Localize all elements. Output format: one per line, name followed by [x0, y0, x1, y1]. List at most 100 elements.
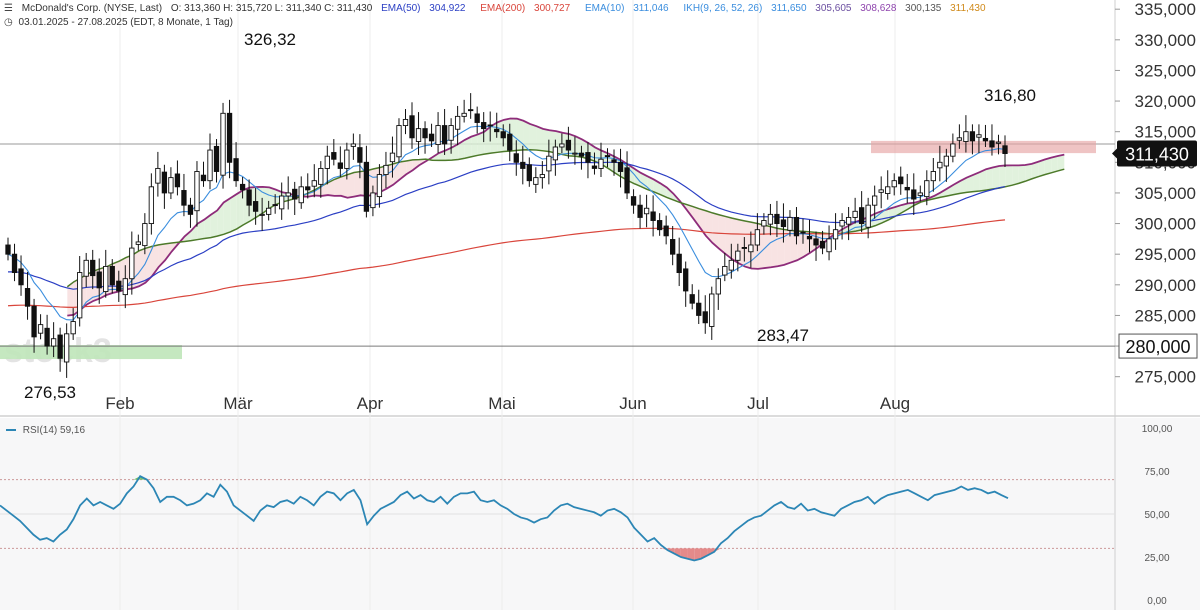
candle [520, 161, 526, 169]
price-annotation: 276,53 [24, 383, 76, 402]
candle [819, 240, 826, 249]
ichimoku-cloud-segment [992, 166, 1000, 190]
candle [832, 229, 839, 240]
ichimoku-cloud-segment [477, 131, 485, 156]
resistance-zone [871, 140, 1096, 154]
ichimoku-cloud-segment [484, 126, 491, 155]
ichimoku-cloud-segment [1051, 155, 1058, 173]
candle [226, 112, 233, 163]
candle [748, 244, 754, 253]
candle [982, 137, 989, 142]
price-annotation: 326,32 [244, 30, 296, 49]
candle [702, 311, 708, 324]
y-tick-label: 285,000 [1135, 306, 1196, 325]
rsi-y-tick-label: 75,00 [1144, 467, 1169, 478]
y-tick-label: 305,000 [1135, 184, 1196, 203]
candle [793, 216, 800, 237]
ema10-legend: EMA(10) 311,046 [584, 3, 669, 14]
candle [604, 155, 611, 158]
candle [402, 118, 409, 127]
candle [754, 229, 761, 246]
candle [259, 213, 265, 216]
candle [57, 334, 63, 359]
ichimoku-cloud-segment [145, 246, 153, 283]
candle [168, 177, 174, 194]
candle [311, 180, 317, 187]
candle [924, 180, 930, 198]
ichimoku-cloud-segment [718, 214, 726, 254]
ichimoku-cloud-segment [1025, 163, 1032, 182]
candle [474, 113, 480, 123]
candle [689, 294, 695, 304]
candle [617, 161, 624, 172]
candle [441, 125, 448, 145]
ema10-line [7, 125, 1006, 321]
ichimoku-cloud-segment [334, 176, 341, 196]
candle [187, 204, 194, 215]
candle [122, 278, 128, 296]
candle [103, 265, 109, 292]
candle [845, 216, 852, 225]
ichimoku-cloud-segment [784, 229, 791, 265]
ichimoku-cloud-segment [165, 243, 172, 261]
candle [885, 186, 891, 195]
candle [305, 186, 311, 191]
date-range: 03.01.2025 - 27.08.2025 [18, 17, 128, 28]
ichimoku-cloud-segment [960, 177, 967, 194]
candle [96, 271, 102, 289]
candle [5, 244, 11, 255]
candle [761, 220, 767, 227]
ichimoku-cloud-segment [940, 188, 948, 198]
ichimoku-cloud-segment [184, 230, 192, 242]
y-tick-label: 300,000 [1135, 215, 1196, 234]
candle [656, 220, 663, 231]
ichimoku-cloud-segment [1057, 154, 1065, 171]
candle [181, 190, 187, 206]
ichimoku-cloud-segment [705, 210, 713, 243]
candle [643, 207, 650, 215]
ichimoku-cloud-segment [536, 126, 543, 151]
candle [1002, 145, 1008, 155]
ichimoku-cloud-segment [1018, 164, 1026, 184]
candle [526, 164, 532, 182]
candle [598, 158, 604, 169]
candle [344, 149, 350, 169]
ichimoku-cloud-segment [1038, 159, 1045, 177]
ichimoku-cloud-segment [790, 230, 798, 263]
candle [318, 167, 324, 185]
candle [200, 174, 207, 182]
candle [279, 195, 285, 210]
candle [454, 115, 461, 130]
ichimoku-cloud-segment [666, 187, 674, 200]
candle [37, 324, 44, 334]
candle [904, 186, 910, 191]
candle [298, 186, 304, 204]
candle [31, 305, 37, 338]
y-tick-label: 315,000 [1135, 123, 1196, 142]
candle [533, 177, 539, 185]
ichimoku-cloud-segment [354, 171, 361, 197]
candle [50, 338, 57, 347]
candle [780, 219, 787, 228]
candle [415, 128, 422, 142]
chart-settings-icon[interactable]: ☰ [4, 3, 13, 14]
rsi-y-tick-label: 50,00 [1144, 510, 1169, 521]
candle [565, 139, 572, 151]
candle [272, 204, 278, 207]
candle [806, 235, 813, 240]
candle [865, 204, 871, 228]
candle [513, 153, 519, 163]
rsi-y-tick-label: 25,00 [1144, 553, 1169, 564]
candle [963, 131, 969, 142]
range-meta: (EDT, 8 Monate, 1 Tag) [130, 17, 233, 28]
candle [194, 171, 200, 212]
candle [500, 131, 506, 139]
ichimoku-cloud-segment [999, 165, 1006, 189]
candle [696, 302, 702, 316]
candle [83, 259, 89, 277]
candle [135, 241, 141, 245]
candle [585, 152, 591, 163]
y-tick-label: 330,000 [1135, 31, 1196, 50]
rsi-y-tick-label: 100,00 [1142, 424, 1173, 435]
